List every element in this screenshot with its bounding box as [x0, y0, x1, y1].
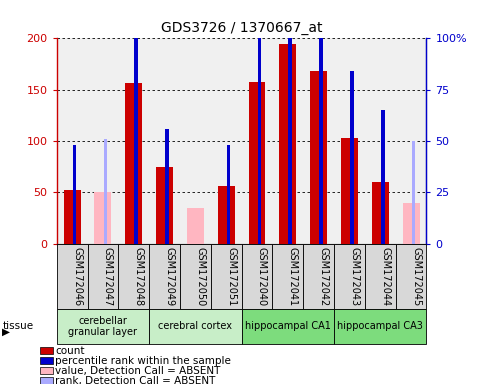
Text: GSM172043: GSM172043 — [350, 247, 359, 306]
Bar — [288, 26, 292, 244]
Bar — [257, 38, 261, 244]
Bar — [242, 309, 334, 344]
Bar — [118, 244, 149, 309]
Bar — [365, 244, 395, 309]
Text: tissue: tissue — [2, 321, 34, 331]
Bar — [350, 71, 353, 244]
Bar — [57, 244, 88, 309]
Bar — [381, 110, 385, 244]
Text: GSM172045: GSM172045 — [411, 247, 421, 306]
Bar — [57, 309, 149, 344]
Bar — [187, 208, 204, 244]
Bar — [412, 141, 415, 244]
Bar — [280, 43, 296, 244]
Bar — [334, 309, 426, 344]
Bar — [218, 186, 235, 244]
Text: percentile rank within the sample: percentile rank within the sample — [55, 356, 231, 366]
Bar — [72, 145, 76, 244]
Bar — [395, 244, 426, 309]
Bar — [372, 182, 388, 244]
Bar — [64, 190, 80, 244]
Bar — [149, 244, 180, 309]
Bar — [242, 244, 272, 309]
Bar — [272, 244, 303, 309]
Text: GSM172048: GSM172048 — [134, 247, 144, 306]
Bar — [303, 244, 334, 309]
Bar — [310, 71, 327, 244]
Text: GSM172047: GSM172047 — [103, 247, 113, 306]
Bar — [88, 244, 118, 309]
Text: cerebral cortex: cerebral cortex — [158, 321, 232, 331]
Text: GSM172046: GSM172046 — [72, 247, 82, 306]
Bar — [149, 309, 242, 344]
Bar — [180, 244, 211, 309]
Text: GSM172041: GSM172041 — [288, 247, 298, 306]
Text: hippocampal CA1: hippocampal CA1 — [245, 321, 331, 331]
Text: GSM172042: GSM172042 — [318, 247, 329, 306]
Text: cerebellar
granular layer: cerebellar granular layer — [69, 316, 138, 337]
Bar — [227, 145, 230, 244]
Bar — [156, 167, 173, 244]
Text: GSM172049: GSM172049 — [165, 247, 175, 306]
Bar — [95, 192, 111, 244]
Bar — [104, 139, 107, 244]
Text: hippocampal CA3: hippocampal CA3 — [337, 321, 423, 331]
Bar — [248, 81, 265, 244]
Bar — [334, 244, 365, 309]
Bar — [341, 138, 358, 244]
Bar — [403, 203, 420, 244]
Text: GSM172050: GSM172050 — [195, 247, 206, 306]
Text: count: count — [55, 346, 85, 356]
Title: GDS3726 / 1370667_at: GDS3726 / 1370667_at — [161, 21, 322, 35]
Text: GSM172051: GSM172051 — [226, 247, 236, 306]
Bar — [134, 38, 138, 244]
Bar — [211, 244, 242, 309]
Text: GSM172040: GSM172040 — [257, 247, 267, 306]
Text: value, Detection Call = ABSENT: value, Detection Call = ABSENT — [55, 366, 220, 376]
Text: GSM172044: GSM172044 — [380, 247, 390, 306]
Bar — [125, 83, 142, 244]
Text: ▶: ▶ — [2, 327, 10, 337]
Text: rank, Detection Call = ABSENT: rank, Detection Call = ABSENT — [55, 376, 215, 384]
Bar — [319, 30, 323, 244]
Bar — [165, 129, 169, 244]
